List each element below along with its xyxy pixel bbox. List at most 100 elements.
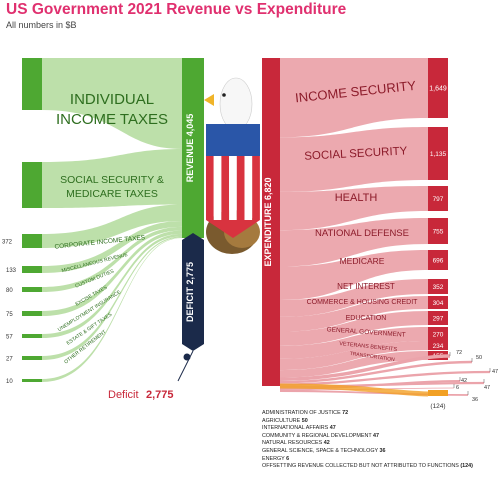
expenditure-target-label: NATIONAL DEFENSE — [315, 228, 409, 239]
revenue-source-value: 133 — [6, 268, 17, 274]
small-expenditure-value: 36 — [472, 397, 478, 403]
expenditure-flow — [280, 279, 428, 317]
revenue-source-bar — [22, 162, 42, 208]
revenue-source-label: SOCIAL SECURITY & MEDICARE TAXES — [60, 174, 164, 200]
shield-tip — [206, 220, 260, 238]
expenditure-target-value: 797 — [433, 196, 444, 203]
footnote-label: ADMINISTRATION OF JUSTICE — [262, 410, 343, 416]
expenditure-target-value: 1,135 — [430, 151, 447, 158]
revenue-flow — [42, 204, 182, 248]
expenditure-flow — [280, 327, 428, 359]
revenue-source-label: CUSTOM DUTIES — [74, 268, 115, 289]
revenue-source-bar — [22, 311, 42, 316]
revenue-source-bar — [22, 379, 42, 382]
revenue-source-value: 75 — [6, 312, 13, 318]
revenue-total-bar — [182, 58, 204, 238]
small-expenditure-value: 6 — [456, 385, 459, 391]
expenditure-target-bar — [428, 279, 448, 294]
expenditure-target-value: 304 — [433, 300, 444, 307]
expenditure-target-label: SOCIAL SECURITY — [304, 145, 408, 162]
footnote-label: ENERGY — [262, 455, 287, 462]
expenditure-target-bar — [428, 250, 448, 270]
deficit-value: 2,775 — [146, 389, 174, 401]
revenue-source-value: 57 — [6, 335, 13, 341]
expenditure-target-value: 297 — [433, 316, 444, 323]
revenue-total-label: REVENUE 4,045 — [185, 114, 195, 183]
footnote-item: NATURAL RESOURCES 42 — [262, 440, 473, 448]
revenue-flow — [42, 221, 182, 273]
revenue-source-bar — [22, 234, 42, 248]
revenue-flow — [42, 58, 182, 149]
deficit-pointer-dot — [183, 353, 191, 361]
footnote-item: ADMINISTRATION OF JUSTICE 72 — [262, 410, 473, 418]
revenue-source-value: 1,247 — [2, 181, 21, 190]
footnote-item: INTERNATIONAL AFFAIRS 47 — [262, 425, 473, 433]
expenditure-total-bar — [262, 58, 280, 386]
expenditure-flow — [280, 250, 428, 301]
expenditure-target-bar — [428, 127, 448, 180]
small-expenditure-value: 50 — [476, 355, 482, 361]
expenditure-target-bar — [428, 218, 448, 244]
revenue-flow — [42, 148, 182, 208]
expenditure-target-value: 234 — [433, 343, 444, 350]
revenue-source-bar — [22, 287, 42, 292]
footnote-value: 47 — [329, 425, 336, 432]
expenditure-target-label: MEDICARE — [340, 256, 385, 266]
revenue-source-bar — [22, 58, 42, 110]
expenditure-flow — [280, 218, 428, 267]
deficit-pointer — [177, 350, 194, 382]
small-expenditure-value: 42 — [461, 378, 467, 384]
footnote-label: COMMUNITY & REGIONAL DEVELOPMENT — [262, 432, 374, 439]
footnote-value: 36 — [379, 447, 386, 454]
shield-stripe — [221, 156, 230, 220]
expenditure-target-bar — [428, 58, 448, 118]
revenue-source-value: 10 — [6, 379, 13, 385]
footnote-label: OFFSETTING REVENUE COLLECTED BUT NOT ATT… — [262, 463, 461, 470]
revenue-source-bar — [22, 334, 42, 338]
expenditure-flow — [280, 127, 428, 192]
shield-stripe — [229, 156, 237, 220]
expenditure-flow-small — [279, 360, 473, 384]
footnote-value: (124) — [460, 463, 473, 470]
small-expenditure-value: 72 — [456, 350, 462, 356]
deficit-bar — [182, 233, 204, 351]
shield-stripe — [244, 156, 253, 220]
shield-stripe — [252, 156, 260, 220]
footnote-value: 47 — [373, 432, 380, 439]
footnote-label: NATURAL RESOURCES — [262, 440, 324, 447]
revenue-source-label: INDIVIDUAL INCOME TAXES — [56, 91, 168, 128]
shield-stripe — [236, 156, 245, 220]
expenditure-target-value: 270 — [433, 332, 444, 339]
footnote-item: ENERGY 6 — [262, 456, 473, 464]
offsetting-bar — [428, 390, 448, 396]
expenditure-target-value: 755 — [433, 229, 444, 236]
shield-stripe — [206, 156, 214, 220]
revenue-source-bar — [22, 356, 42, 360]
chart-subtitle: All numbers in $B — [6, 20, 77, 30]
footnote-item: OFFSETTING REVENUE COLLECTED BUT NOT ATT… — [262, 463, 473, 471]
expenditure-flow — [280, 296, 428, 332]
expenditure-target-value: 696 — [433, 258, 444, 265]
deficit-caption: Deficit — [108, 389, 139, 401]
expenditure-target-label: COMMERCE & HOUSING CREDIT — [307, 299, 419, 306]
footnote-value: 50 — [301, 417, 308, 424]
footnote-value: 42 — [323, 440, 330, 447]
footnote-list: ADMINISTRATION OF JUSTICE 72 AGRICULTURE … — [262, 410, 473, 471]
expenditure-target-value: 1,649 — [429, 86, 447, 93]
footnote-value: 72 — [342, 410, 349, 416]
revenue-source-bar — [22, 266, 42, 273]
expenditure-target-bar — [428, 327, 448, 341]
revenue-source-value: 2,044 — [2, 80, 21, 89]
shield-stripe — [213, 156, 222, 220]
footnote-label: GENERAL SCIENCE, SPACE & TECHNOLOGY — [262, 447, 380, 454]
expenditure-flow — [280, 311, 428, 346]
footnote-item: COMMUNITY & REGIONAL DEVELOPMENT 47 — [262, 433, 473, 441]
footnote-value: 6 — [286, 455, 290, 462]
expenditure-flow — [280, 351, 428, 378]
eagle-eye — [222, 93, 226, 97]
expenditure-flow — [280, 58, 428, 138]
eagle-head — [219, 77, 253, 131]
expenditure-flow-small — [279, 354, 451, 381]
expenditure-target-bar — [428, 186, 448, 211]
